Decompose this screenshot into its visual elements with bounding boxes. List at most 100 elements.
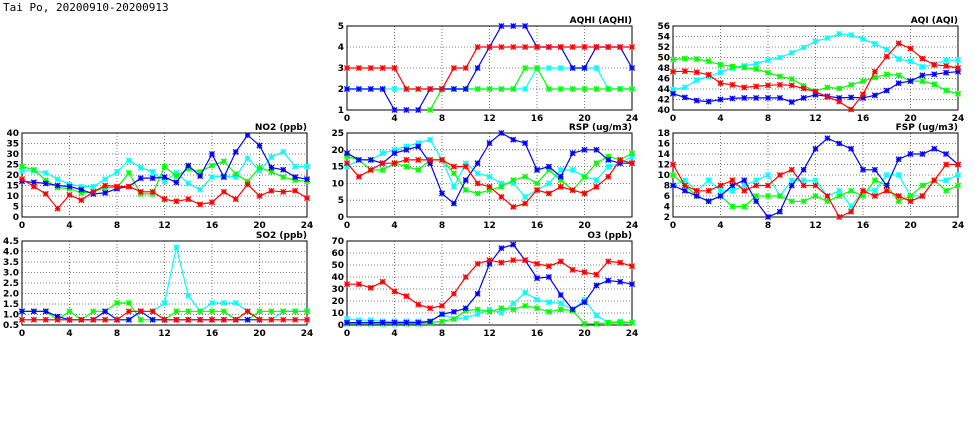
y-tick-label: 46 bbox=[657, 75, 670, 85]
data-point bbox=[161, 299, 168, 307]
data-point bbox=[54, 176, 61, 183]
y-tick-label: 54 bbox=[657, 33, 670, 43]
data-point bbox=[628, 43, 636, 51]
data-point bbox=[895, 72, 902, 79]
data-point bbox=[403, 143, 410, 150]
data-point bbox=[66, 308, 73, 315]
data-point bbox=[954, 171, 962, 179]
data-point bbox=[427, 106, 434, 114]
y-tick-label: 40 bbox=[657, 106, 670, 116]
data-point bbox=[741, 187, 748, 194]
data-point bbox=[403, 156, 410, 163]
data-point bbox=[450, 163, 457, 170]
data-point bbox=[605, 319, 612, 326]
data-point bbox=[705, 198, 712, 205]
data-point bbox=[545, 180, 552, 187]
data-point bbox=[533, 305, 541, 312]
data-point bbox=[593, 146, 600, 153]
data-point bbox=[729, 203, 736, 210]
data-point bbox=[498, 183, 505, 190]
data-point bbox=[605, 163, 612, 170]
data-point bbox=[883, 182, 890, 189]
data-point bbox=[895, 40, 902, 47]
data-point bbox=[776, 192, 783, 200]
data-point bbox=[569, 266, 576, 273]
data-point bbox=[510, 203, 517, 210]
data-point bbox=[208, 150, 216, 158]
data-point bbox=[800, 166, 807, 173]
data-point bbox=[883, 46, 890, 53]
data-point bbox=[605, 277, 612, 284]
data-point bbox=[545, 263, 552, 270]
y-tick-label: 1 bbox=[338, 106, 344, 116]
data-point bbox=[280, 188, 287, 195]
data-point bbox=[280, 308, 287, 315]
data-point bbox=[18, 308, 26, 315]
data-point bbox=[438, 318, 446, 325]
data-point bbox=[256, 164, 263, 171]
data-point bbox=[605, 156, 612, 163]
data-point bbox=[30, 179, 37, 186]
x-tick-label: 4 bbox=[717, 221, 723, 231]
series-red bbox=[18, 176, 311, 212]
data-point bbox=[931, 61, 938, 68]
data-point bbox=[628, 150, 636, 157]
data-point bbox=[208, 316, 216, 323]
data-point bbox=[776, 208, 783, 215]
x-tick-label: 16 bbox=[857, 221, 870, 231]
data-point bbox=[895, 198, 902, 205]
data-point bbox=[800, 44, 807, 51]
data-point bbox=[836, 140, 843, 147]
data-point bbox=[522, 43, 529, 51]
series-blue bbox=[18, 132, 311, 197]
data-point bbox=[522, 173, 529, 180]
data-point bbox=[812, 177, 819, 184]
data-point bbox=[510, 180, 517, 187]
data-point bbox=[102, 176, 109, 183]
data-point bbox=[593, 43, 600, 51]
y-tick-label: 1.0 bbox=[3, 311, 19, 321]
data-point bbox=[427, 318, 434, 325]
data-point bbox=[593, 160, 600, 167]
data-point bbox=[355, 173, 362, 180]
data-point bbox=[173, 244, 180, 251]
x-tick-label: 24 bbox=[626, 114, 639, 124]
data-point bbox=[788, 166, 795, 173]
data-point bbox=[681, 94, 688, 101]
data-point bbox=[919, 55, 926, 62]
data-point bbox=[197, 308, 204, 315]
data-point bbox=[78, 316, 85, 323]
plot-frame bbox=[346, 132, 633, 218]
data-point bbox=[427, 136, 434, 143]
data-point bbox=[173, 169, 180, 176]
data-point bbox=[753, 83, 760, 90]
data-point bbox=[427, 305, 434, 312]
series-red bbox=[343, 43, 636, 93]
data-point bbox=[569, 64, 576, 72]
data-point bbox=[895, 156, 902, 163]
y-tick-label: 4.0 bbox=[3, 248, 19, 258]
data-point bbox=[522, 257, 529, 264]
x-tick-label: 20 bbox=[578, 221, 591, 231]
data-point bbox=[859, 187, 867, 194]
y-tick-label: 4 bbox=[664, 203, 670, 213]
y-tick-label: 50 bbox=[331, 261, 344, 271]
data-point bbox=[557, 173, 564, 180]
x-tick-label: 16 bbox=[206, 221, 219, 231]
data-point bbox=[705, 187, 712, 194]
data-point bbox=[907, 45, 914, 52]
data-point bbox=[54, 313, 61, 320]
data-point bbox=[197, 168, 204, 175]
data-point bbox=[717, 96, 724, 103]
data-point bbox=[415, 143, 422, 150]
data-point bbox=[764, 57, 772, 64]
data-point bbox=[367, 166, 374, 174]
data-point bbox=[919, 78, 926, 85]
data-point bbox=[522, 64, 529, 72]
data-point bbox=[593, 282, 600, 289]
data-point bbox=[498, 305, 505, 312]
data-point bbox=[617, 85, 624, 93]
data-point bbox=[871, 166, 878, 173]
data-point bbox=[669, 171, 677, 179]
